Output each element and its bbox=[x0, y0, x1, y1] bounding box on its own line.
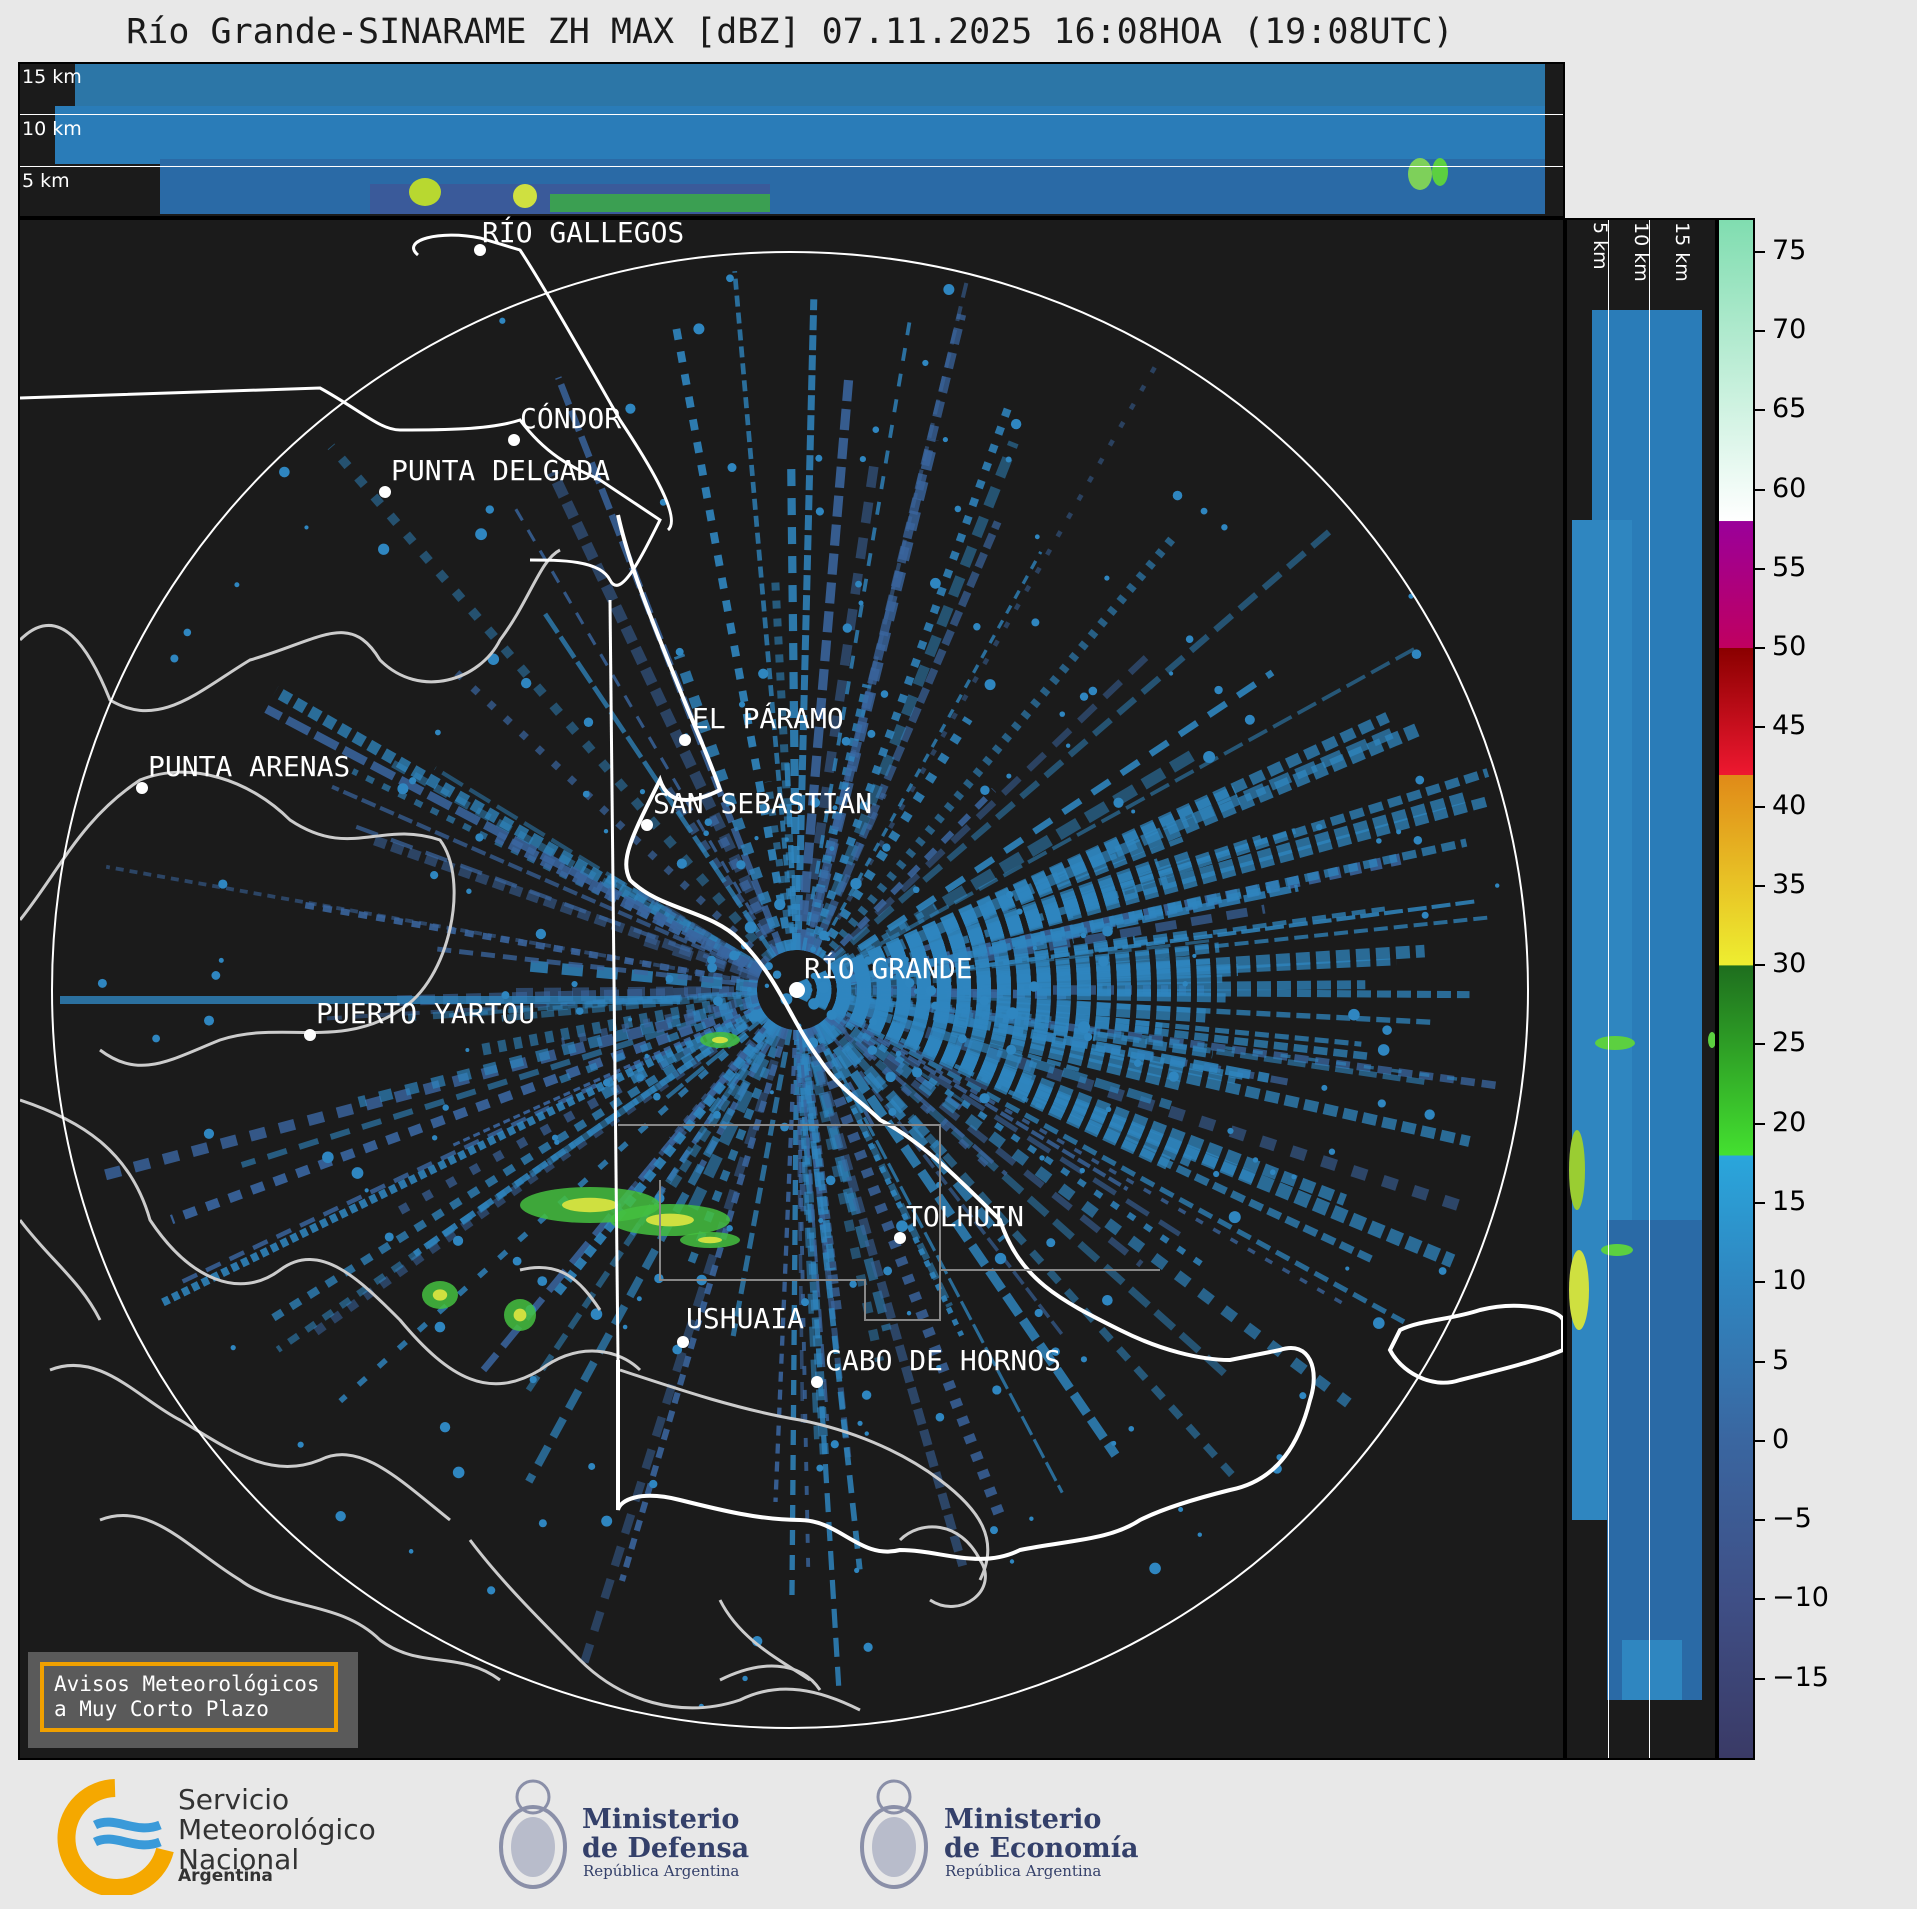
top-cross-section: 15 km 10 km 5 km bbox=[18, 62, 1565, 218]
defensa-line-2: de Defensa bbox=[582, 1833, 750, 1864]
city-label-condor: CÓNDOR bbox=[520, 402, 622, 435]
colorbar-tick-label: 25 bbox=[1772, 1027, 1807, 1059]
colorbar-tick-mark bbox=[1755, 647, 1765, 650]
colorbar-tick-label: 65 bbox=[1772, 393, 1807, 425]
colorbar-tick-label: 50 bbox=[1772, 631, 1807, 663]
colorbar-tick-mark bbox=[1755, 1598, 1765, 1601]
side-cross-section-echoes bbox=[1569, 310, 1715, 1700]
colorbar-tick-label: 10 bbox=[1772, 1265, 1807, 1297]
city-label-punta-delgada: PUNTA DELGADA bbox=[391, 454, 611, 487]
colorbar-tick-label: 5 bbox=[1772, 1344, 1790, 1376]
height-label-15km: 15 km bbox=[22, 66, 82, 88]
economia-line-2: de Economía bbox=[944, 1833, 1139, 1864]
colorbar-tick-mark bbox=[1755, 1360, 1765, 1363]
colorbar-tick-mark bbox=[1755, 884, 1765, 887]
economia-coat-of-arms-icon bbox=[860, 1779, 928, 1889]
radar-echoes bbox=[60, 271, 1503, 1709]
city-label-san-sebastian: SAN SEBASTIÁN bbox=[653, 787, 873, 820]
colorbar-tick-label: 0 bbox=[1772, 1423, 1790, 1455]
colorbar-tick-label: 35 bbox=[1772, 868, 1807, 900]
notice-line-1: Avisos Meteorológicos bbox=[54, 1672, 320, 1696]
defensa-coat-of-arms-icon bbox=[499, 1779, 567, 1889]
colorbar-tick-mark bbox=[1755, 409, 1765, 412]
defensa-name: Ministerio de Defensa bbox=[582, 1805, 749, 1863]
notice-box: Avisos Meteorológicos a Muy Corto Plazo bbox=[28, 1652, 358, 1748]
colorbar-gradient bbox=[1719, 220, 1753, 1758]
city-label-puerto-yartou: PUERTO YARTOU bbox=[316, 997, 536, 1030]
side-cross-section: 5 km 10 km 15 km bbox=[1565, 218, 1717, 1760]
height-label-5km-side: 5 km bbox=[1589, 222, 1611, 270]
colorbar-tick-label: 15 bbox=[1772, 1186, 1807, 1218]
smn-country: Argentina bbox=[178, 1866, 273, 1886]
city-label-punta-arenas: PUNTA ARENAS bbox=[148, 750, 351, 783]
colorbar bbox=[1717, 218, 1755, 1760]
colorbar-tick-label: 45 bbox=[1772, 710, 1807, 742]
notice-line-2: a Muy Corto Plazo bbox=[54, 1697, 269, 1721]
city-label-el-paramo: EL PÁRAMO bbox=[692, 702, 844, 735]
colorbar-tick-label: 20 bbox=[1772, 1106, 1807, 1138]
height-label-10km-side: 10 km bbox=[1630, 222, 1652, 282]
colorbar-tick-label: 55 bbox=[1772, 551, 1807, 583]
city-markers bbox=[136, 244, 906, 1388]
colorbar-tick-mark bbox=[1755, 964, 1765, 967]
defensa-sub: República Argentina bbox=[583, 1862, 740, 1880]
city-label-rio-gallegos: RÍO GALLEGOS bbox=[482, 216, 685, 249]
colorbar-tick-mark bbox=[1755, 1122, 1765, 1125]
colorbar-tick-label: −5 bbox=[1772, 1503, 1812, 1535]
department-boundary bbox=[618, 1124, 1160, 1321]
smn-line-3: Nacional bbox=[178, 1843, 300, 1876]
city-label-cabo-de-hornos: CABO DE HORNOS bbox=[825, 1344, 1062, 1377]
borders bbox=[20, 233, 673, 1361]
radar-map-canvas bbox=[20, 233, 1563, 1729]
colorbar-tick-mark bbox=[1755, 805, 1765, 808]
radar-map: RÍO GALLEGOS CÓNDOR PUNTA DELGADA EL PÁR… bbox=[18, 216, 1565, 1760]
colorbar-tick-mark bbox=[1755, 329, 1765, 332]
colorbar-tick-label: 40 bbox=[1772, 789, 1807, 821]
economia-line-1: Ministerio bbox=[944, 1804, 1102, 1835]
colorbar-tick-mark bbox=[1755, 1677, 1765, 1680]
height-label-15km-side: 15 km bbox=[1671, 222, 1693, 282]
colorbar-tick-mark bbox=[1755, 1519, 1765, 1522]
smn-line-2: Meteorológico bbox=[178, 1813, 376, 1846]
height-label-10km: 10 km bbox=[22, 118, 82, 140]
city-label-ushuaia: USHUAIA bbox=[686, 1302, 805, 1335]
notice-box-border: Avisos Meteorológicos a Muy Corto Plazo bbox=[40, 1662, 338, 1732]
top-cross-section-echoes bbox=[20, 64, 1545, 214]
isla-de-los-estados bbox=[1387, 1303, 1563, 1385]
colorbar-tick-mark bbox=[1755, 1202, 1765, 1205]
smn-logo-icon bbox=[57, 1779, 174, 1895]
tierra-del-fuego-coast bbox=[616, 514, 1316, 1561]
colorbar-tick-label: 30 bbox=[1772, 948, 1807, 980]
colorbar-tick-mark bbox=[1755, 488, 1765, 491]
coastlines bbox=[20, 548, 990, 1712]
colorbar-tick-label: −10 bbox=[1772, 1582, 1829, 1614]
colorbar-tick-mark bbox=[1755, 1281, 1765, 1284]
range-ring bbox=[51, 251, 1529, 1729]
defensa-line-1: Ministerio bbox=[582, 1804, 740, 1835]
colorbar-tick-label: 60 bbox=[1772, 472, 1807, 504]
colorbar-tick-mark bbox=[1755, 726, 1765, 729]
colorbar-tick-mark bbox=[1755, 250, 1765, 253]
colorbar-tick-label: −15 bbox=[1772, 1661, 1829, 1693]
colorbar-tick-mark bbox=[1755, 1439, 1765, 1442]
city-label-rio-grande: RÍO GRANDE bbox=[804, 952, 973, 985]
smn-line-1: Servicio bbox=[178, 1783, 290, 1816]
colorbar-tick-mark bbox=[1755, 1043, 1765, 1046]
colorbar-tick-label: 75 bbox=[1772, 234, 1807, 266]
page-title: Río Grande-SINARAME ZH MAX [dBZ] 07.11.2… bbox=[126, 12, 1454, 52]
smn-name: Servicio Meteorológico Nacional bbox=[178, 1785, 376, 1875]
economia-name: Ministerio de Economía bbox=[944, 1805, 1138, 1863]
city-label-tolhuin: TOLHUIN bbox=[906, 1200, 1025, 1233]
height-label-5km: 5 km bbox=[22, 170, 70, 192]
colorbar-tick-mark bbox=[1755, 567, 1765, 570]
economia-sub: República Argentina bbox=[945, 1862, 1102, 1880]
colorbar-tick-label: 70 bbox=[1772, 313, 1807, 345]
